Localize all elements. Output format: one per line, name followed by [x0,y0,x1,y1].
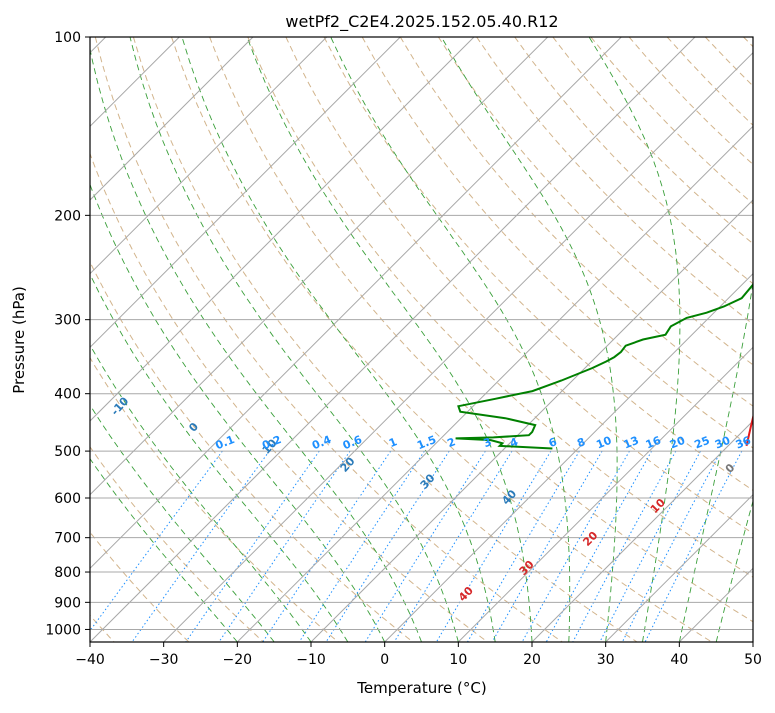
moist-adiabat-line [716,37,775,642]
y-tick-label: 600 [54,491,81,507]
y-tick-label: 800 [54,565,81,581]
y-axis-label: Pressure (hPa) [10,286,28,394]
x-tick-label: −40 [75,652,105,668]
mixing-ratio-label: 13 [622,434,641,452]
dry-adiabat-line [0,37,338,642]
isotherm-grid-line [237,37,775,642]
moist-adiabat-line [441,37,617,642]
moist-adiabat-line [0,37,274,642]
x-axis: −40 −30 −20 −10 0 10 20 30 40 50 [75,642,762,668]
mixing-ratio-label: 10 [594,434,613,452]
dry-adiabat-label: 0 [186,420,201,435]
y-axis: 100 200 300 400 500 600 700 800 900 1000 [45,30,90,638]
isotherm-grid-line [753,37,775,642]
mixing-ratio-line [263,451,391,642]
x-tick-label: −10 [296,652,326,668]
x-tick-label: 0 [380,652,389,668]
dry-adiabat-label: -10 [108,394,131,418]
y-tick-label: 500 [54,444,81,460]
mixing-ratio-label: 8 [575,435,587,450]
dry-adiabat-line [667,37,775,642]
moist-adiabat-line [130,37,458,642]
isotherm-grid-line [311,37,775,642]
y-tick-label: 1000 [45,622,81,638]
dry-adiabat-line [95,37,562,642]
x-tick-label: 30 [597,652,615,668]
inline-labels: -100-90-80-70-60-50-40-30-20-10010203040… [0,20,753,604]
mixing-ratio-label: 4 [508,435,520,450]
isotherm-grid-line [679,37,775,642]
moist-adiabat-line [52,37,385,642]
x-tick-label: 20 [523,652,541,668]
moist-adiabat-line [182,37,495,642]
isotherm-grid-line [0,37,474,642]
dry-adiabat-line [744,37,775,642]
mixing-ratio-label: 25 [693,434,712,452]
mixing-ratio-line [132,451,269,642]
mixing-ratio-label: 0.4 [310,433,333,452]
moist-adiabat-line [331,37,570,642]
dry-adiabat-line [0,37,189,642]
dry-adiabat-label: 40 [499,487,519,507]
mixing-ratio-label: 1.5 [415,433,438,452]
x-tick-label: −30 [149,652,179,668]
grid-lines [0,37,775,642]
y-tick-label: 300 [54,313,81,329]
dry-adiabat-line [438,37,775,642]
isotherm-grid-line [0,37,400,642]
dry-adiabat-line [705,37,775,642]
y-tick-label: 200 [54,208,81,224]
mixing-ratio-label: 1 [387,435,399,450]
mixing-ratio-label: 2 [445,435,457,450]
mixing-ratio-label: 16 [644,434,663,452]
moist-adiabat-line [21,37,348,642]
dry-adiabat-line [19,37,413,642]
moist-adiabat-line [247,37,532,642]
plot-frame [90,37,753,642]
x-tick-label: 40 [670,652,688,668]
mixing-ratio-label: 0.6 [341,433,364,452]
dry-adiabat-line [133,37,637,642]
dry-adiabat-line [591,37,775,642]
y-tick-label: 700 [54,531,81,547]
mixing-ratio-line [299,451,424,642]
mixing-ratio-line [600,451,701,642]
mixing-ratio-label: 20 [668,434,687,452]
moist-adiabat-label: 40 [456,584,476,604]
moist-adiabat-line [0,37,237,642]
x-tick-label: −20 [223,652,253,668]
isotherm-grid-line [532,37,775,642]
dry-adiabat-line [477,37,775,642]
dry-adiabat-line [57,37,488,642]
mixing-ratio-line [522,451,629,642]
isotherm-grid-line [164,37,769,642]
y-tick-label: 100 [54,30,81,46]
x-axis-label: Temperature (°C) [356,679,486,697]
moist-adiabat-line [0,37,311,642]
mixing-ratio-label: 30 [713,434,732,452]
dry-adiabat-line [172,37,712,642]
moist-adiabat-line [679,37,765,642]
isotherm-grid-line [458,37,775,642]
mixing-ratio-line [468,451,580,642]
moist-adiabat-label: 30 [517,558,537,578]
background-lines [0,37,775,642]
y-tick-label: 900 [54,595,81,611]
dry-adiabat-line [553,37,775,642]
isotherm-grid-line [0,37,327,642]
x-tick-label: 50 [744,652,762,668]
mixing-ratio-line [436,451,551,642]
mixing-ratio-label: 0.2 [260,433,283,452]
isotherm-grid-line [16,37,621,642]
y-tick-label: 400 [54,387,81,403]
mixing-ratio-label: 0.1 [214,433,237,452]
moist-adiabat-label: 0 [723,461,738,476]
chart-title: wetPf2_C2E4.2025.152.05.40.R12 [285,12,558,32]
x-tick-label: 10 [449,652,467,668]
dry-adiabat-line [0,37,263,642]
